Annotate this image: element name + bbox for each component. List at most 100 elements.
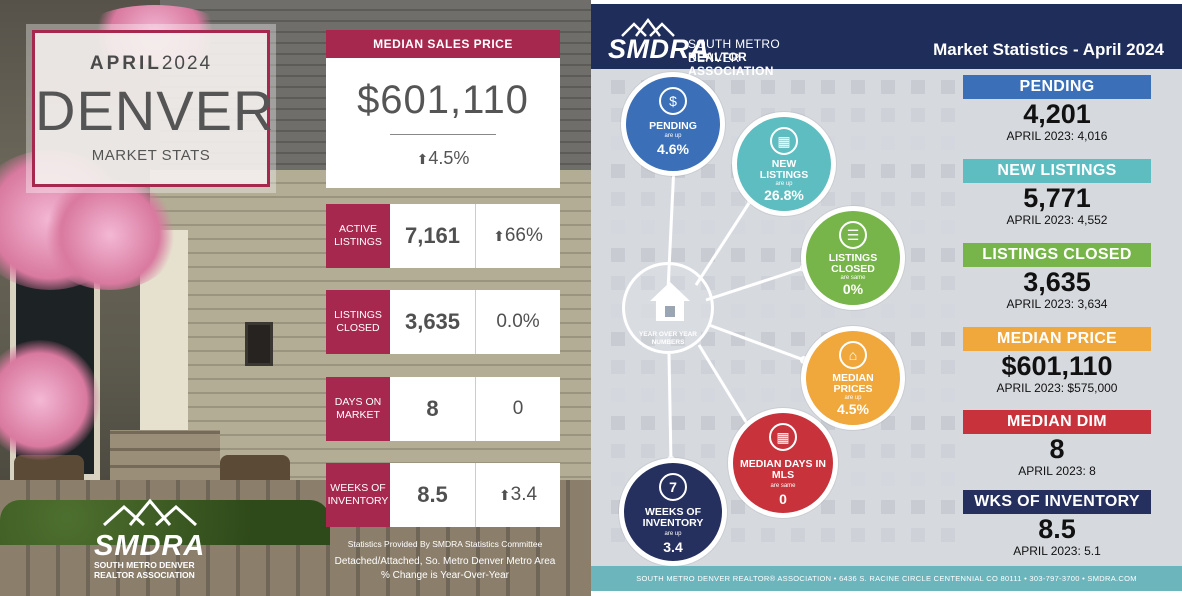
grid-square bbox=[641, 444, 655, 458]
stat-head: NEW LISTINGS bbox=[963, 159, 1151, 183]
calendar-icon: ▦ bbox=[770, 127, 798, 155]
grid-square bbox=[941, 388, 955, 402]
median-sales-price-value: $601,110 bbox=[357, 78, 529, 122]
credits-source: Statistics Provided By SMDRA Statistics … bbox=[347, 539, 543, 549]
grid-square bbox=[611, 80, 625, 94]
grid-square bbox=[731, 360, 745, 374]
stat-weeks-of-inventory: WKS OF INVENTORY 8.5 APRIL 2023: 5.1 bbox=[963, 490, 1151, 558]
grid-square bbox=[761, 528, 775, 542]
bubble-title: MEDIAN PRICES bbox=[832, 372, 874, 395]
stat-row-listings-closed: LISTINGS CLOSED 3,635 0.0% bbox=[326, 290, 560, 354]
grid-square bbox=[941, 276, 955, 290]
grid-square bbox=[851, 164, 865, 178]
bubble-sub: are up bbox=[775, 181, 793, 187]
grid-square bbox=[911, 528, 925, 542]
grid-square bbox=[791, 220, 805, 234]
stat-row-weeks-of-inventory: WEEKS OF INVENTORY 8.5 ⬆ 3.4 bbox=[326, 463, 560, 527]
grid-square bbox=[911, 248, 925, 262]
title-date: APRIL2024 bbox=[35, 53, 267, 75]
grid-square bbox=[881, 80, 895, 94]
grid-square bbox=[611, 528, 625, 542]
grid-square bbox=[641, 192, 655, 206]
grid-square bbox=[881, 444, 895, 458]
bubble-value: 0% bbox=[842, 281, 864, 297]
cherry-blossom-image bbox=[0, 340, 100, 460]
grid-square bbox=[611, 304, 625, 318]
stat-label: LISTINGS CLOSED bbox=[326, 290, 390, 354]
cherry-blossom-image bbox=[40, 180, 180, 290]
grid-square bbox=[791, 332, 805, 346]
grid-square bbox=[941, 304, 955, 318]
bubble-title: WEEKS OF INVENTORY bbox=[642, 506, 704, 529]
grid-square bbox=[881, 528, 895, 542]
logo-line-1: SOUTH METRO DENVER bbox=[688, 37, 780, 65]
pending-bubble: $ PENDING are up 4.6% bbox=[621, 72, 725, 176]
stat-head: MEDIAN PRICE bbox=[963, 327, 1151, 351]
credits-area: Detached/Attached, So. Metro Denver Metr… bbox=[334, 556, 556, 567]
hub-label-line-1: YEAR OVER YEAR bbox=[638, 331, 698, 338]
stat-value: 3,635 bbox=[1023, 267, 1091, 297]
grid-square bbox=[701, 416, 715, 430]
bubble-sub: are same bbox=[840, 275, 866, 281]
bubble-title: PENDING bbox=[649, 120, 697, 132]
grid-square bbox=[851, 500, 865, 514]
grid-square bbox=[611, 472, 625, 486]
up-arrow-icon: ⬆ bbox=[493, 227, 505, 244]
grid-square bbox=[611, 388, 625, 402]
stat-row-active-listings: ACTIVE LISTINGS 7,161 ⬆ 66% bbox=[326, 204, 560, 268]
grid-square bbox=[911, 220, 925, 234]
grid-square bbox=[611, 192, 625, 206]
stat-prior-year: APRIL 2023: 3,634 bbox=[1006, 297, 1108, 311]
credits: Statistics Provided By SMDRA Statistics … bbox=[320, 539, 570, 583]
grid-square bbox=[761, 220, 775, 234]
stat-label: DAYS ON MARKET bbox=[326, 377, 390, 441]
grid-square bbox=[611, 136, 625, 150]
stat-change: ⬆ 3.4 bbox=[476, 463, 560, 527]
grid-square bbox=[761, 332, 775, 346]
grid-square bbox=[851, 136, 865, 150]
grid-square bbox=[911, 136, 925, 150]
footer-bar: SOUTH METRO DENVER REALTOR® ASSOCIATION … bbox=[591, 566, 1182, 591]
grid-square bbox=[731, 80, 745, 94]
grid-square bbox=[941, 500, 955, 514]
grid-square bbox=[611, 220, 625, 234]
median-sales-price-card: MEDIAN SALES PRICE $601,110 ⬆4.5% bbox=[326, 30, 560, 188]
grid-square bbox=[941, 416, 955, 430]
logo-line-2: REALTOR ASSOCIATION bbox=[688, 50, 774, 78]
grid-square bbox=[851, 80, 865, 94]
bubble-sub: are up bbox=[664, 531, 682, 537]
grid-square bbox=[701, 164, 715, 178]
grid-square bbox=[671, 388, 685, 402]
grid-square bbox=[731, 108, 745, 122]
grid-square bbox=[731, 528, 745, 542]
stat-head: MEDIAN DIM bbox=[963, 410, 1151, 434]
grid-square bbox=[791, 528, 805, 542]
rooftops-logo-icon bbox=[102, 498, 198, 527]
grid-square bbox=[611, 248, 625, 262]
grid-square bbox=[941, 220, 955, 234]
grid-square bbox=[941, 136, 955, 150]
grid-square bbox=[671, 248, 685, 262]
grid-square bbox=[941, 108, 955, 122]
grid-square bbox=[911, 388, 925, 402]
grid-square bbox=[881, 472, 895, 486]
grid-square bbox=[911, 332, 925, 346]
grid-square bbox=[731, 276, 745, 290]
stat-change: ⬆ 66% bbox=[476, 204, 560, 268]
median-days-bubble: ▦ MEDIAN DAYS IN MLS are same 0 bbox=[728, 408, 838, 518]
logo-line-1: SOUTH METRO DENVER bbox=[94, 560, 195, 570]
grid-square bbox=[701, 388, 715, 402]
grid-square bbox=[911, 444, 925, 458]
change-value: 66% bbox=[504, 225, 543, 246]
median-prices-bubble: ⌂ MEDIAN PRICES are up 4.5% bbox=[801, 326, 905, 430]
stat-label: WEEKS OF INVENTORY bbox=[326, 463, 390, 527]
list-icon: ☰ bbox=[839, 221, 867, 249]
page-title: Market Statistics - April 2024 bbox=[933, 40, 1164, 59]
grid-square bbox=[911, 80, 925, 94]
bubble-title: NEW LISTINGS bbox=[759, 158, 809, 181]
change-value: 3.4 bbox=[510, 484, 538, 505]
credits-note: % Change is Year-Over-Year bbox=[380, 570, 510, 581]
stat-prior-year: APRIL 2023: $575,000 bbox=[996, 381, 1118, 395]
divider bbox=[390, 134, 496, 135]
listings-closed-bubble: ☰ LISTINGS CLOSED are same 0% bbox=[801, 206, 905, 310]
